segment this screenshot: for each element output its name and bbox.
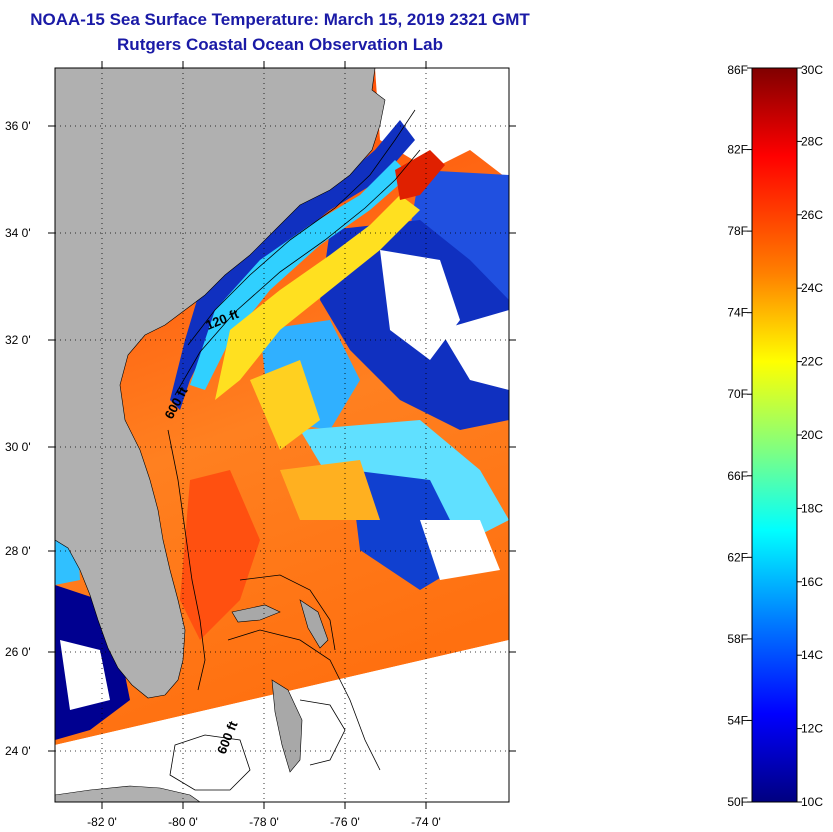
colorbar-f-label: 78F [727,224,748,238]
colorbar-f-label: 54F [727,713,748,727]
lon-label-76: -76 0' [330,815,360,829]
colorbar-c-label: 18C [801,501,823,515]
colorbar-c-label: 20C [801,428,823,442]
colorbar-f-label: 70F [727,387,748,401]
colorbar-f-label: 66F [727,469,748,483]
colorbar-f-label: 74F [727,306,748,320]
bathymetry-contours [167,109,421,791]
sst-field [55,68,509,740]
colorbar-f-label: 82F [727,143,748,157]
colorbar-c-label: 12C [801,722,823,736]
colorbar-c-label: 30C [801,63,823,77]
colorbar-gradient [751,67,798,803]
colorbar-f-labels: 86F 82F 78F 74F 70F 66F 62F 58F 54F 50F [727,63,752,809]
colorbar-f-label: 62F [727,550,748,564]
lon-label-74: -74 0' [411,815,441,829]
map-panel: 120 ft 600 ft 600 ft [55,68,509,802]
lat-label-26: 26 0' [5,645,31,659]
colorbar-c-label: 24C [801,281,823,295]
colorbar-f-label: 86F [727,63,748,77]
lon-label-78: -78 0' [249,815,279,829]
map-grid [55,68,509,802]
colorbar-c-label: 22C [801,355,823,369]
lat-label-36: 36 0' [5,119,31,133]
colorbar-c-label: 28C [801,134,823,148]
colorbar: 86F 82F 78F 74F 70F 66F 62F 58F 54F 50F 30C 28C 26C… [727,63,823,809]
land-cuba [55,785,201,802]
colorbar-f-label: 50F [727,795,748,809]
colorbar-c-label: 16C [801,575,823,589]
lat-label-32: 32 0' [5,333,31,347]
colorbar-c-labels: 30C 28C 26C 24C 22C 20C 18C 16C 14C 12C 10C [797,63,823,809]
lon-label-80: -80 0' [168,815,198,829]
land-us-coast [55,68,386,699]
lat-label-30: 30 0' [5,440,31,454]
lat-label-24: 24 0' [5,744,31,758]
land-andros [271,679,303,773]
map-frame [54,67,510,803]
lat-label-34: 34 0' [5,226,31,240]
colorbar-f-label: 58F [727,632,748,646]
land-abaco [299,599,329,649]
map-subtitle: Rutgers Coastal Ocean Observation Lab [117,35,443,54]
colorbar-c-label: 26C [801,208,823,222]
map-title: NOAA-15 Sea Surface Temperature: March 1… [30,10,530,29]
land-grand-bahama [231,604,281,623]
lon-label-82: -82 0' [87,815,117,829]
lat-label-28: 28 0' [5,544,31,558]
axis-ticks [48,61,516,809]
colorbar-c-label: 10C [801,795,823,809]
colorbar-c-label: 14C [801,648,823,662]
